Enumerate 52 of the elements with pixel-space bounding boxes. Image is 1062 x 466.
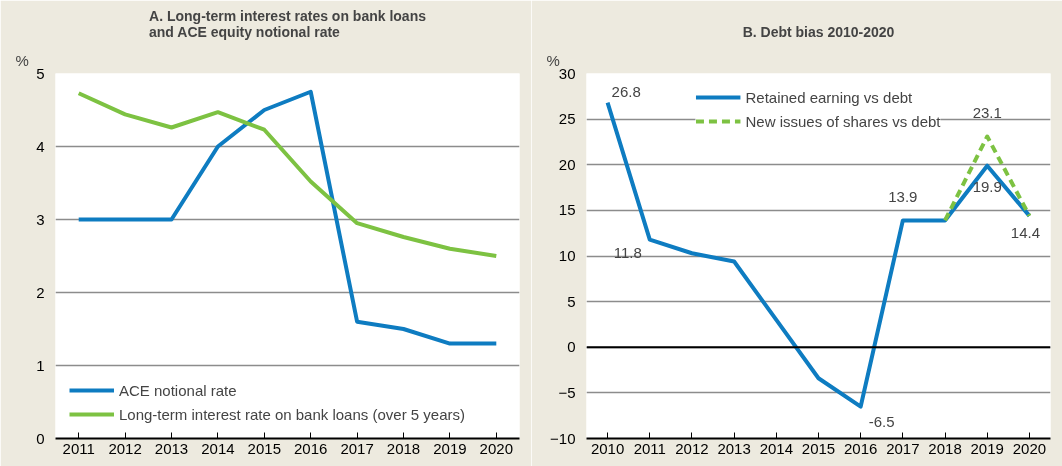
x-tick-label: 2016 [844, 439, 878, 457]
chart-title: B. Debt bias 2010-2020 [742, 23, 895, 40]
y-tick-label: 20 [558, 155, 576, 173]
x-tick-label: 2020 [479, 439, 513, 457]
y-tick-label: 0 [36, 429, 45, 447]
legend-label: ACE notional rate [119, 381, 237, 399]
data-label: 14.4 [1010, 223, 1041, 241]
x-tick-label: 2019 [970, 439, 1004, 457]
data-label: 26.8 [611, 82, 641, 100]
legend-label: Long-term interest rate on bank loans (over 5 years) [119, 405, 466, 423]
x-tick-label: 2016 [294, 439, 328, 457]
x-tick-label: 2020 [1012, 439, 1047, 457]
x-tick-label: 2011 [62, 439, 95, 457]
x-tick-label: 2017 [886, 439, 920, 457]
data-label: 19.9 [972, 177, 1002, 195]
x-tick-label: 2018 [386, 439, 421, 457]
x-tick-label: 2014 [201, 439, 235, 457]
legend-label: New issues of shares vs debt [745, 112, 941, 130]
line-series [76, 89, 499, 346]
x-tick-label: 2010 [590, 439, 625, 457]
data-label: 13.9 [888, 188, 918, 206]
y-tick-label: 30 [558, 64, 576, 82]
x-tick-label: 2011 [633, 439, 666, 457]
x-tick-label: 2014 [759, 439, 794, 457]
x-tick-label: 2013 [154, 439, 189, 457]
x-tick-label: 2017 [340, 439, 374, 457]
y-tick-label: −5 [558, 383, 576, 401]
x-tick-label: 2015 [801, 439, 836, 457]
x-tick-label: 2019 [433, 439, 467, 457]
y-tick-label: 15 [558, 201, 576, 219]
y-tick-label: 10 [558, 247, 576, 264]
y-tick-label: 4 [36, 137, 45, 155]
y-tick-label: 5 [567, 292, 576, 310]
y-tick-label: 1 [36, 356, 45, 374]
y-tick-label: 25 [558, 110, 576, 128]
y-tick-label: −10 [550, 429, 576, 447]
y-tick-label: 0 [567, 338, 576, 356]
x-tick-label: 2012 [675, 439, 709, 457]
x-tick-label: 2012 [108, 439, 142, 457]
y-tick-label: 5 [36, 64, 45, 82]
y-axis-title: % [15, 51, 29, 69]
y-tick-label: 3 [36, 210, 45, 228]
data-label: -6.5 [868, 412, 895, 430]
x-tick-label: 2015 [247, 439, 281, 457]
y-tick-label: 2 [36, 283, 45, 301]
line-series [76, 91, 499, 258]
y-axis-title: % [546, 51, 560, 69]
x-tick-label: 2013 [717, 439, 751, 457]
x-tick-label: 2018 [928, 439, 962, 457]
legend-label: Retained earning vs debt [745, 88, 913, 106]
chart-title: A. Long-term interest rates on bank loans and ACE equity notional rate [149, 7, 427, 40]
data-label: 23.1 [972, 104, 1002, 122]
